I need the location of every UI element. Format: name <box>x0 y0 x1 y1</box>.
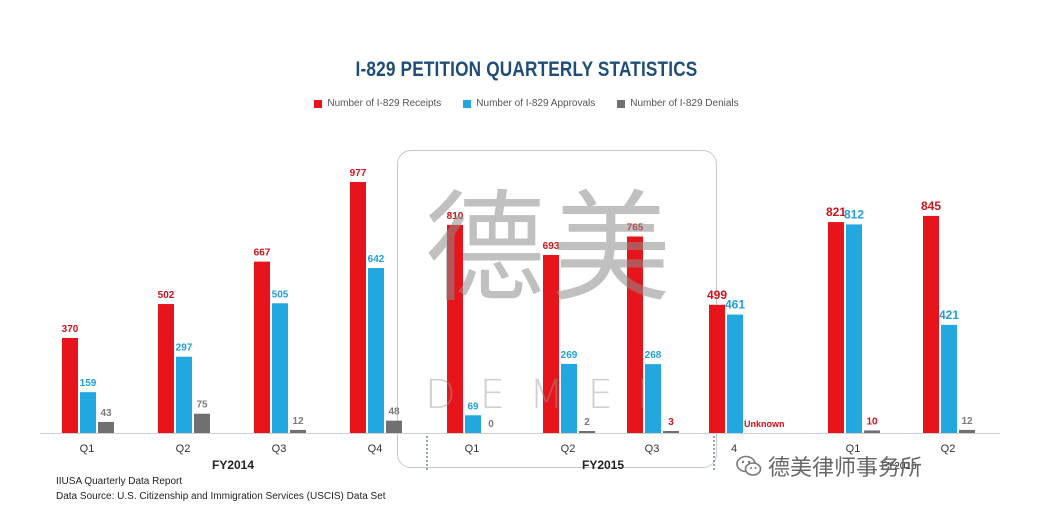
source-line-report: IIUSA Quarterly Data Report <box>56 476 183 487</box>
bar-denials <box>579 431 595 433</box>
legend-label-denials: Number of I-829 Denials <box>630 98 739 109</box>
data-label: 12 <box>292 416 304 427</box>
bar-receipts <box>923 215 939 433</box>
data-label: 499 <box>707 288 727 302</box>
fiscal-year-label: FY2015 <box>582 458 624 472</box>
x-tick-label: Q2 <box>176 443 191 455</box>
data-label: 642 <box>368 254 385 265</box>
legend-item-receipts: Number of I-829 Receipts <box>314 98 441 109</box>
data-label: 269 <box>561 350 578 361</box>
legend-label-receipts: Number of I-829 Receipts <box>327 98 442 109</box>
bar-receipts <box>543 254 559 433</box>
bar-denials <box>959 429 975 433</box>
data-label: 75 <box>196 400 208 411</box>
bar-receipts <box>828 222 844 433</box>
x-tick-label: Q2 <box>941 443 956 455</box>
data-label: 502 <box>158 290 175 301</box>
bar-approvals <box>846 224 862 433</box>
bar-denials <box>663 431 679 433</box>
data-label: 977 <box>350 168 367 179</box>
data-label: 43 <box>100 408 112 419</box>
data-label: 48 <box>388 407 400 418</box>
data-label: 69 <box>467 401 479 412</box>
bar-denials <box>386 420 402 433</box>
bar-approvals <box>368 268 384 433</box>
bar-receipts <box>350 182 366 433</box>
source-note: IIUSA Quarterly Data Report Data Source:… <box>56 474 386 504</box>
data-label: 812 <box>844 207 864 221</box>
data-label: 10 <box>866 416 878 427</box>
bar-approvals <box>80 392 96 433</box>
bar-denials <box>194 413 210 433</box>
legend-swatch-approvals <box>463 99 472 108</box>
data-label: 12 <box>961 416 973 427</box>
bar-receipts <box>447 224 463 433</box>
data-label: 845 <box>921 199 941 213</box>
x-tick-label: 4 <box>731 443 737 455</box>
bar-denials <box>290 429 306 433</box>
bar-approvals <box>465 415 481 433</box>
data-label: 0 <box>488 419 494 430</box>
bar-approvals <box>272 303 288 433</box>
data-label: 693 <box>543 241 560 252</box>
bar-receipts <box>62 337 78 433</box>
x-tick-label: Q1 <box>846 443 861 455</box>
x-tick-label: Q2 <box>561 443 576 455</box>
bar-approvals <box>941 324 957 433</box>
wechat-account-name: 德美律师事务所 <box>768 455 923 480</box>
bar-approvals <box>176 356 192 433</box>
bar-receipts <box>158 304 174 433</box>
data-label: 421 <box>939 308 959 322</box>
x-tick-label: Q1 <box>465 443 480 455</box>
watermark-logo-latin: DEMEI <box>425 372 673 418</box>
data-label: 297 <box>176 343 193 354</box>
legend-item-denials: Number of I-829 Denials <box>617 98 739 109</box>
watermark-logo-cjk: 德美 <box>425 180 677 319</box>
data-label: 765 <box>627 222 644 233</box>
legend-swatch-denials <box>617 99 626 108</box>
data-label: 159 <box>80 378 97 389</box>
bar-receipts <box>627 236 643 433</box>
data-label: 810 <box>447 211 464 222</box>
data-label: 370 <box>62 324 79 335</box>
x-tick-label: Q3 <box>272 443 287 455</box>
chart-title: I-829 PETITION QUARTERLY STATISTICS <box>355 58 698 81</box>
fiscal-year-label: FY2014 <box>212 458 254 472</box>
data-label: 505 <box>272 289 289 300</box>
chart-legend: Number of I-829 Receipts Number of I-829… <box>0 98 1053 109</box>
bar-receipts <box>709 304 725 433</box>
bar-approvals <box>727 314 743 433</box>
data-label: Unknown <box>744 419 785 429</box>
x-tick-label: Q4 <box>368 443 383 455</box>
data-label: 667 <box>254 248 271 259</box>
data-label: 268 <box>645 350 662 361</box>
wechat-icon <box>736 455 762 476</box>
data-label: 821 <box>826 205 846 219</box>
fiscal-year-label: FY2016 <box>881 461 916 472</box>
legend-label-approvals: Number of I-829 Approvals <box>476 98 596 109</box>
x-tick-label: Q3 <box>645 443 660 455</box>
wechat-watermark: 德美律师事务所 <box>736 450 922 482</box>
bar-receipts <box>254 261 270 433</box>
source-line-dataset: Data Source: U.S. Citizenship and Immigr… <box>56 491 386 502</box>
bar-denials <box>864 430 880 433</box>
bar-approvals <box>561 363 577 433</box>
data-label: 3 <box>668 417 674 428</box>
data-label: 461 <box>725 298 745 312</box>
data-label: 2 <box>584 417 590 428</box>
x-tick-label: Q1 <box>80 443 95 455</box>
legend-swatch-receipts <box>314 99 323 108</box>
bar-denials <box>98 421 114 433</box>
legend-item-approvals: Number of I-829 Approvals <box>463 98 595 109</box>
bar-approvals <box>645 364 661 433</box>
